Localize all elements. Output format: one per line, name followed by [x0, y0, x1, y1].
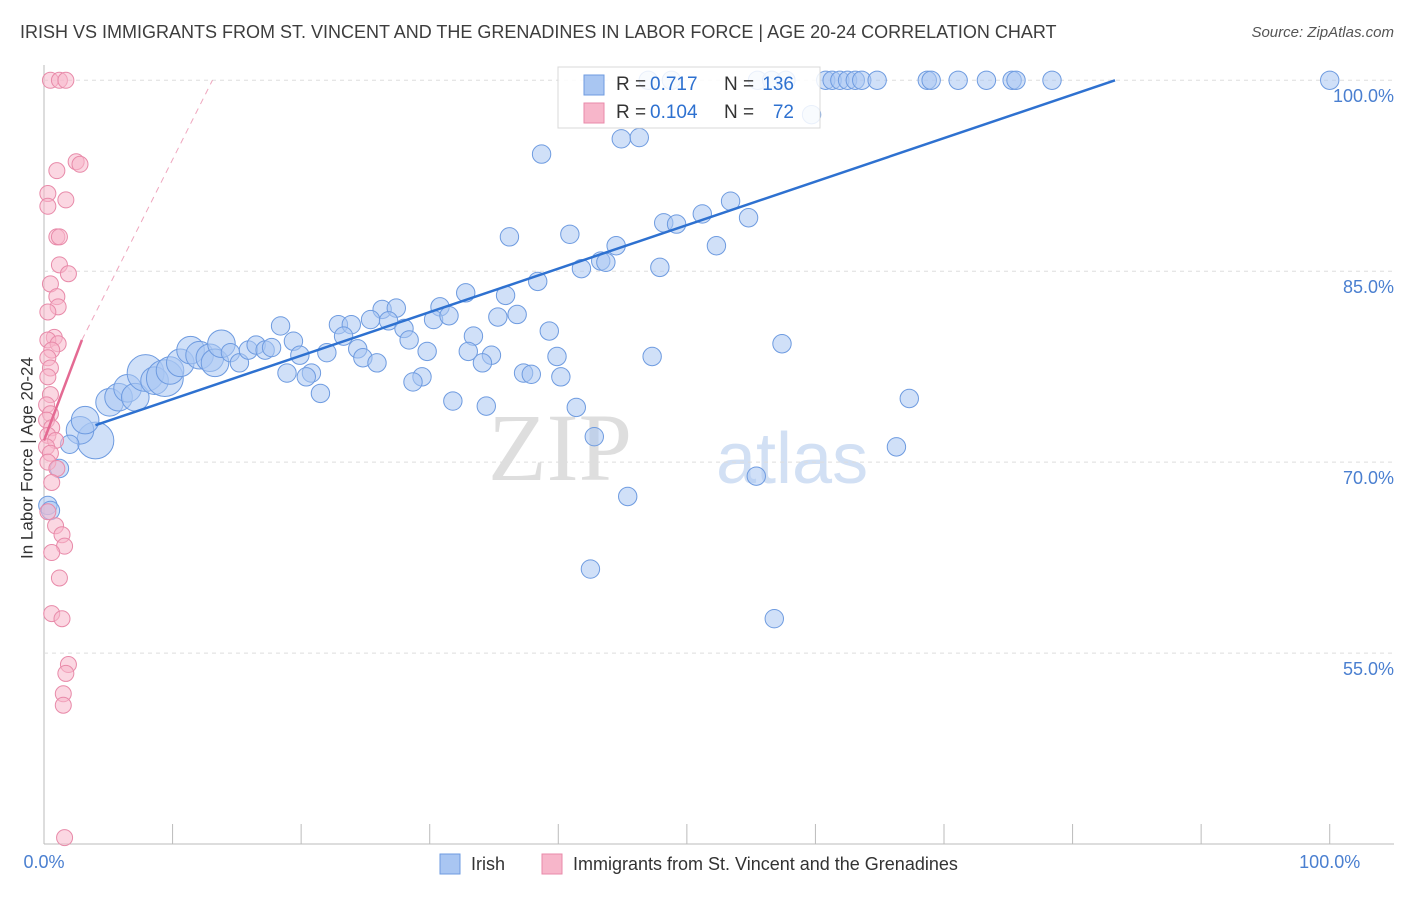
point: [71, 155, 89, 173]
point: [948, 70, 968, 90]
point: [57, 664, 75, 682]
point: [571, 258, 592, 279]
legend-r-label: R =: [616, 74, 646, 95]
y-tick-label: 70.0%: [1343, 468, 1394, 488]
legend-label: Irish: [471, 854, 505, 874]
point: [1320, 70, 1340, 90]
point: [53, 610, 71, 628]
legend-r-label: R =: [616, 102, 646, 123]
point: [439, 306, 459, 326]
point: [706, 236, 727, 256]
legend-r-value: 0.104: [650, 102, 698, 123]
point: [296, 367, 316, 387]
legend-swatch: [541, 853, 563, 875]
legend-n-value: 136: [762, 74, 794, 95]
trend-line: [95, 79, 1116, 427]
point: [899, 388, 919, 409]
point: [772, 334, 792, 354]
point: [403, 372, 423, 392]
point: [458, 341, 478, 362]
point: [560, 224, 580, 244]
point: [551, 367, 571, 387]
point: [54, 696, 72, 714]
point: [507, 304, 527, 325]
trend-line: [81, 80, 213, 341]
point: [650, 257, 670, 278]
point: [539, 321, 559, 341]
point: [666, 214, 687, 234]
point: [629, 127, 649, 148]
point: [360, 309, 381, 330]
point: [746, 466, 766, 486]
point: [56, 829, 74, 847]
point: [1006, 70, 1026, 90]
x-tick-label: 0.0%: [23, 852, 64, 872]
point: [70, 405, 100, 435]
point: [521, 364, 541, 385]
trend-line: [42, 339, 84, 441]
chart-title: IRISH VS IMMIGRANTS FROM ST. VINCENT AND…: [20, 22, 1057, 42]
legend-swatch: [583, 74, 605, 96]
point: [277, 363, 297, 383]
legend-n-label: N =: [724, 102, 754, 123]
legend-r-value: 0.717: [650, 74, 698, 95]
point: [417, 341, 437, 362]
source: Source: ZipAtlas.com: [1251, 24, 1394, 41]
point: [59, 265, 77, 283]
point: [547, 346, 567, 367]
point: [976, 70, 997, 90]
point: [886, 437, 907, 457]
point: [310, 383, 331, 404]
point: [472, 353, 493, 373]
y-tick-label: 100.0%: [1333, 86, 1394, 106]
legend-n-label: N =: [724, 74, 754, 95]
point: [443, 391, 463, 411]
legend-swatch: [583, 102, 605, 124]
point: [57, 191, 75, 209]
point: [367, 353, 387, 373]
point: [50, 569, 68, 587]
point: [57, 71, 75, 89]
point: [921, 70, 941, 90]
point: [531, 144, 552, 164]
watermark: atlas: [716, 419, 868, 499]
point: [39, 303, 57, 321]
point: [43, 474, 61, 492]
y-axis-label: In Labor Force | Age 20-24: [17, 357, 36, 559]
point: [39, 503, 57, 521]
point: [738, 208, 759, 228]
point: [580, 559, 601, 579]
point: [499, 227, 520, 247]
point: [39, 197, 57, 215]
point: [584, 426, 604, 447]
point: [566, 397, 586, 418]
point: [1042, 70, 1062, 90]
legend-label: Immigrants from St. Vincent and the Gren…: [573, 854, 958, 874]
point: [476, 396, 496, 416]
point: [48, 162, 66, 180]
point: [642, 346, 662, 367]
x-tick-label: 100.0%: [1299, 852, 1360, 872]
point: [867, 70, 887, 90]
point: [764, 609, 784, 629]
point: [50, 228, 68, 246]
point: [399, 330, 419, 350]
legend-swatch: [439, 853, 461, 875]
y-tick-label: 85.0%: [1343, 277, 1394, 297]
point: [488, 307, 508, 327]
point: [611, 129, 631, 149]
watermark: ZIP: [488, 394, 632, 501]
legend-n-value: 72: [773, 102, 794, 123]
point: [270, 316, 291, 336]
y-tick-label: 55.0%: [1343, 659, 1394, 679]
point: [261, 337, 282, 358]
point: [618, 486, 638, 507]
point: [43, 544, 61, 562]
point: [39, 368, 57, 386]
